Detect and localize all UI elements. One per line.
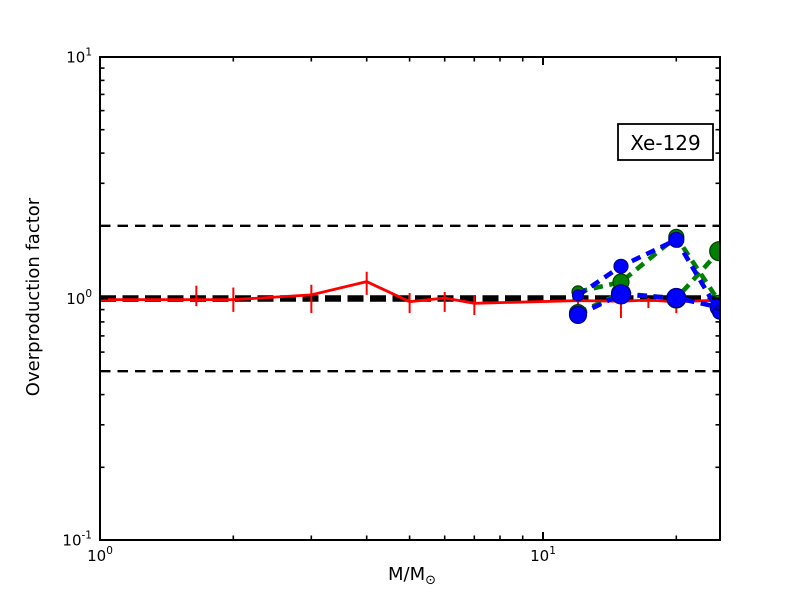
series-massive-blue-large-marker <box>568 305 588 324</box>
y-tick-label: 10-1 <box>62 530 92 550</box>
series-massive-blue-small-marker <box>613 258 629 274</box>
plot-area <box>100 224 720 373</box>
series-massive-blue-large-marker <box>666 287 687 309</box>
series-massive-blue-small <box>571 231 720 320</box>
axis-ticks <box>99 56 720 541</box>
isotope-label-box <box>617 123 714 161</box>
series-massive-blue-small-marker <box>668 231 685 248</box>
isotope-label: Xe-129 <box>630 131 701 155</box>
series-massive-green-small-line <box>577 233 720 303</box>
series-massive-blue-small-marker <box>571 289 585 302</box>
series-massive-blue-large-line <box>577 292 720 317</box>
x-tick-label: 100 <box>87 545 113 565</box>
x-tick-label: 101 <box>530 545 556 565</box>
series-agb-models-red-line <box>100 280 720 305</box>
x-axis-label: M/M⊙ <box>388 564 436 588</box>
series-massive-blue-large <box>568 284 720 324</box>
static-labels: Overproduction factor Xe-129 <box>23 123 714 396</box>
y-axis-label: Overproduction factor <box>23 197 44 396</box>
series-massive-blue-large-marker <box>610 284 632 305</box>
y-tick-label: 101 <box>66 47 92 67</box>
y-tick-label: 100 <box>66 288 92 308</box>
series-massive-blue-small-line <box>576 236 720 314</box>
